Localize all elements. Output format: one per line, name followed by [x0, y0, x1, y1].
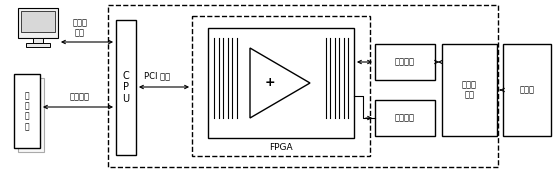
Bar	[192, 16, 370, 156]
Bar	[375, 44, 435, 80]
Bar	[503, 44, 551, 136]
Text: 数模转换: 数模转换	[395, 57, 415, 66]
Bar	[26, 43, 50, 47]
Bar	[21, 11, 55, 32]
Text: 传感器: 传感器	[519, 85, 535, 94]
Bar	[18, 78, 44, 152]
Bar	[33, 38, 43, 43]
Bar	[208, 28, 354, 138]
Text: 数字输出: 数字输出	[395, 113, 415, 122]
Text: 信号调
理器: 信号调 理器	[462, 80, 477, 100]
Bar	[14, 74, 40, 148]
Polygon shape	[250, 48, 310, 118]
Text: 串口通讯: 串口通讯	[70, 93, 90, 101]
Bar	[108, 5, 498, 167]
Bar	[375, 100, 435, 136]
Text: FPGA: FPGA	[269, 144, 293, 152]
Text: 以太网
通讯: 以太网 通讯	[73, 18, 88, 38]
Bar	[18, 8, 58, 38]
Text: +: +	[264, 77, 275, 89]
Text: C
P
U: C P U	[122, 71, 129, 104]
Bar	[442, 44, 497, 136]
Text: 数
据
系
统: 数 据 系 统	[25, 91, 30, 131]
Bar	[116, 20, 136, 155]
Text: PCI 总线: PCI 总线	[144, 72, 170, 81]
